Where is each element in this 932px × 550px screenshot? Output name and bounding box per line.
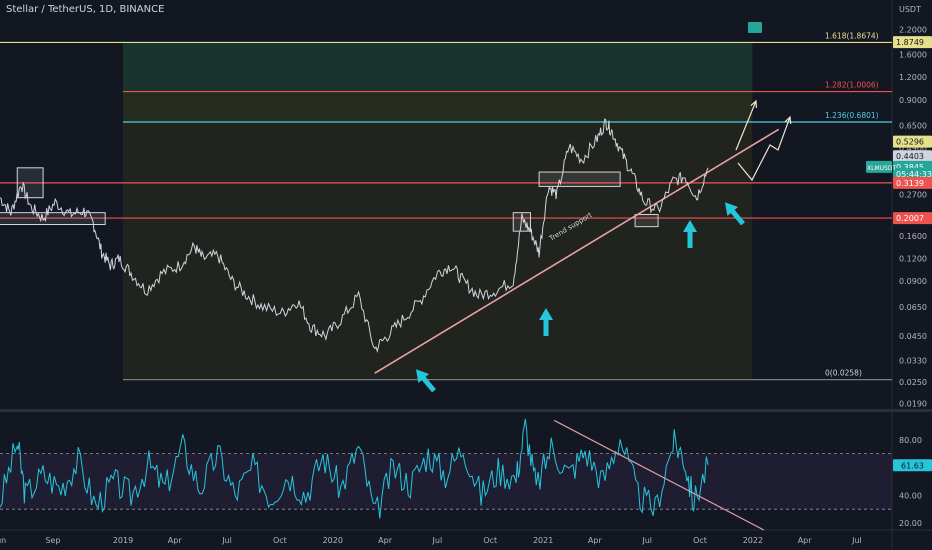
time-tick-label: Apr <box>588 536 603 545</box>
price-tick-label: 0.2700 <box>899 191 927 200</box>
touch-arrow-icon <box>725 202 745 226</box>
price-tick-label: 2.2000 <box>899 26 927 35</box>
time-tick-label: Jul <box>432 536 443 545</box>
time-tick-label: Jul <box>641 536 652 545</box>
symbol-tag <box>866 160 892 173</box>
price-tag <box>893 36 932 49</box>
trend-support-line <box>374 128 780 374</box>
price-tick-label: 0.0190 <box>899 400 927 409</box>
price-tick-label: 0.6500 <box>899 122 927 131</box>
price-tag-label: 0.2007 <box>896 214 924 223</box>
price-tag <box>893 150 932 163</box>
price-tick-label: 0.9000 <box>899 96 927 105</box>
price-tag-label: 0.3845 <box>896 163 924 172</box>
chart-title: Stellar / TetherUS, 1D, BINANCE <box>6 4 165 15</box>
projection-arrow-up-head <box>750 99 758 109</box>
time-tick-label: 2022 <box>743 536 763 545</box>
time-tick-label: Apr <box>798 536 813 545</box>
price-tag-label: 05:44:33 <box>896 170 932 179</box>
time-tick-label: 2021 <box>533 536 553 545</box>
support-box <box>538 171 621 187</box>
price-tick-label: 1.6000 <box>899 51 927 60</box>
time-tick-label: 2020 <box>323 536 343 545</box>
price-tag <box>893 212 932 225</box>
flag-icon <box>748 22 762 33</box>
time-tick-label: Apr <box>168 536 183 545</box>
time-tick-label: Jun <box>0 536 6 545</box>
time-tick-label: Oct <box>273 536 287 545</box>
time-tick-label: Jul <box>851 536 862 545</box>
symbol-tag-label: XLMUSDT <box>867 165 896 172</box>
price-tag-label: 0.5296 <box>896 138 924 147</box>
rsi-tick-label: 40.00 <box>899 491 922 500</box>
rsi-value-label: 61.63 <box>901 461 924 470</box>
support-box <box>16 167 44 199</box>
price-tick-label: 0.1600 <box>899 232 927 241</box>
time-tick-label: Sep <box>45 536 60 545</box>
price-axis-unit: USDT <box>899 5 921 14</box>
price-tick-label: 0.0450 <box>899 332 927 341</box>
rsi-trend-line <box>553 419 765 531</box>
time-tick-label: Oct <box>693 536 707 545</box>
level-label: 0(0.0258) <box>825 369 862 378</box>
price-tick-label: 0.0250 <box>899 378 927 387</box>
level-label: 1.618(1.8674) <box>825 31 879 40</box>
price-tick-label: 0.0900 <box>899 277 927 286</box>
price-tag <box>893 135 932 148</box>
touch-arrow-icon <box>539 308 553 336</box>
time-tick-label: Oct <box>483 536 497 545</box>
rsi-tick-label: 80.00 <box>899 436 922 445</box>
touch-arrow-icon <box>683 220 697 248</box>
price-tag <box>893 167 932 180</box>
price-tag-label: 0.4403 <box>896 152 924 161</box>
time-tick-label: 2019 <box>113 536 133 545</box>
price-series-line <box>0 117 709 354</box>
fib-zone-band <box>122 121 753 380</box>
projection-arrow-path-head <box>784 115 792 125</box>
rsi-series-line <box>0 418 709 519</box>
pane-separator <box>0 409 932 412</box>
level-label: 1.236(0.6801) <box>825 111 879 120</box>
price-tick-label: 0.0330 <box>899 356 927 365</box>
rsi-band-fill <box>0 453 892 510</box>
price-tick-label: 0.4900 <box>899 144 927 153</box>
touch-arrow-icon <box>416 369 436 393</box>
price-tag-label: 1.8749 <box>896 38 924 47</box>
support-box <box>634 214 659 228</box>
projection-arrow-path <box>737 116 791 182</box>
time-tick-label: Jul <box>221 536 232 545</box>
fib-zone-band <box>122 42 753 92</box>
price-tag <box>893 176 932 189</box>
fib-zone-band <box>122 91 753 122</box>
support-box <box>0 212 106 225</box>
time-tick-label: Apr <box>378 536 393 545</box>
price-tag-label: 0.3139 <box>896 179 924 188</box>
price-tick-label: 0.1200 <box>899 255 927 264</box>
projection-arrow-up <box>735 100 757 151</box>
rsi-tick-label: 20.00 <box>899 519 922 528</box>
rsi-value-tag <box>893 459 932 472</box>
price-tick-label: 0.0650 <box>899 303 927 312</box>
price-tick-label: 1.2000 <box>899 73 927 82</box>
level-label: 1.282(1.0006) <box>825 81 879 90</box>
